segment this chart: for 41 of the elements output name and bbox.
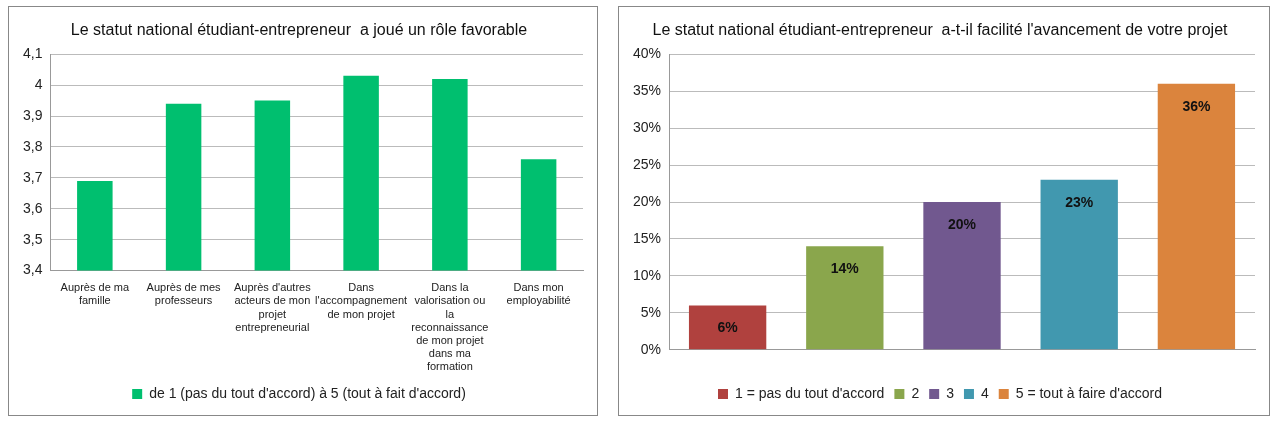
legend-label: 1 = pas du tout d'accord [735, 384, 885, 401]
y-tick-label: 35% [632, 82, 662, 99]
y-tick-label: 25% [632, 155, 662, 172]
chart-title: Le statut national étudiant-entrepreneur a-t-il facilité l'avancement de votre projet [652, 21, 1229, 39]
x-tick-label: Auprès de ma famille [60, 281, 130, 307]
y-tick-label: 20% [632, 192, 662, 209]
y-tick-label: 40% [632, 45, 662, 62]
y-tick-label: 4 [34, 75, 43, 92]
y-tick-label: 3,5 [22, 230, 43, 247]
y-tick-label: 4,1 [22, 45, 43, 62]
y-tick-label: 10% [632, 266, 662, 283]
legend-label: 5 = tout à faire d'accord [1015, 384, 1163, 401]
bar [923, 202, 1001, 350]
legend-label: de 1 (pas du tout d'accord) à 5 (tout à fait d'accord) [149, 384, 466, 401]
bar [1157, 83, 1236, 350]
legend-label: 4 [980, 384, 989, 401]
y-tick-label: 15% [632, 229, 662, 246]
y-tick-label: 5% [640, 303, 662, 320]
bar [688, 305, 767, 350]
x-tick-label: Auprès d'autres acteurs de mon projet entrepreneurial [234, 281, 312, 333]
y-tick-label: 3,4 [22, 261, 43, 278]
chart-title: Le statut national étudiant-entrepreneur a joué un rôle favorable [70, 21, 528, 39]
x-tick-label: Dans mon employabilité [506, 281, 571, 307]
y-tick-label: 3,7 [22, 168, 43, 185]
y-tick-label: 3,9 [22, 106, 43, 123]
x-tick-label: Dans la valorisation ou la reconnaissance de mon projet dans ma formation [411, 281, 489, 373]
data-label: 20% [947, 215, 977, 232]
legend-label: 2 [911, 384, 920, 401]
x-tick-label: Dans l'accompagnement de mon projet [315, 281, 408, 320]
data-label: 14% [830, 260, 860, 277]
data-label: 6% [717, 319, 739, 336]
x-tick-label: Auprès de mes professeurs [146, 281, 222, 307]
y-tick-label: 3,6 [22, 199, 43, 216]
data-label: 23% [1065, 193, 1094, 210]
y-tick-label: 30% [632, 118, 662, 135]
bar [806, 246, 884, 350]
legend-label: 3 [946, 384, 955, 401]
bar [1040, 179, 1118, 350]
data-label: 36% [1182, 97, 1211, 114]
y-tick-label: 0% [640, 340, 662, 357]
y-tick-label: 3,8 [22, 137, 43, 154]
